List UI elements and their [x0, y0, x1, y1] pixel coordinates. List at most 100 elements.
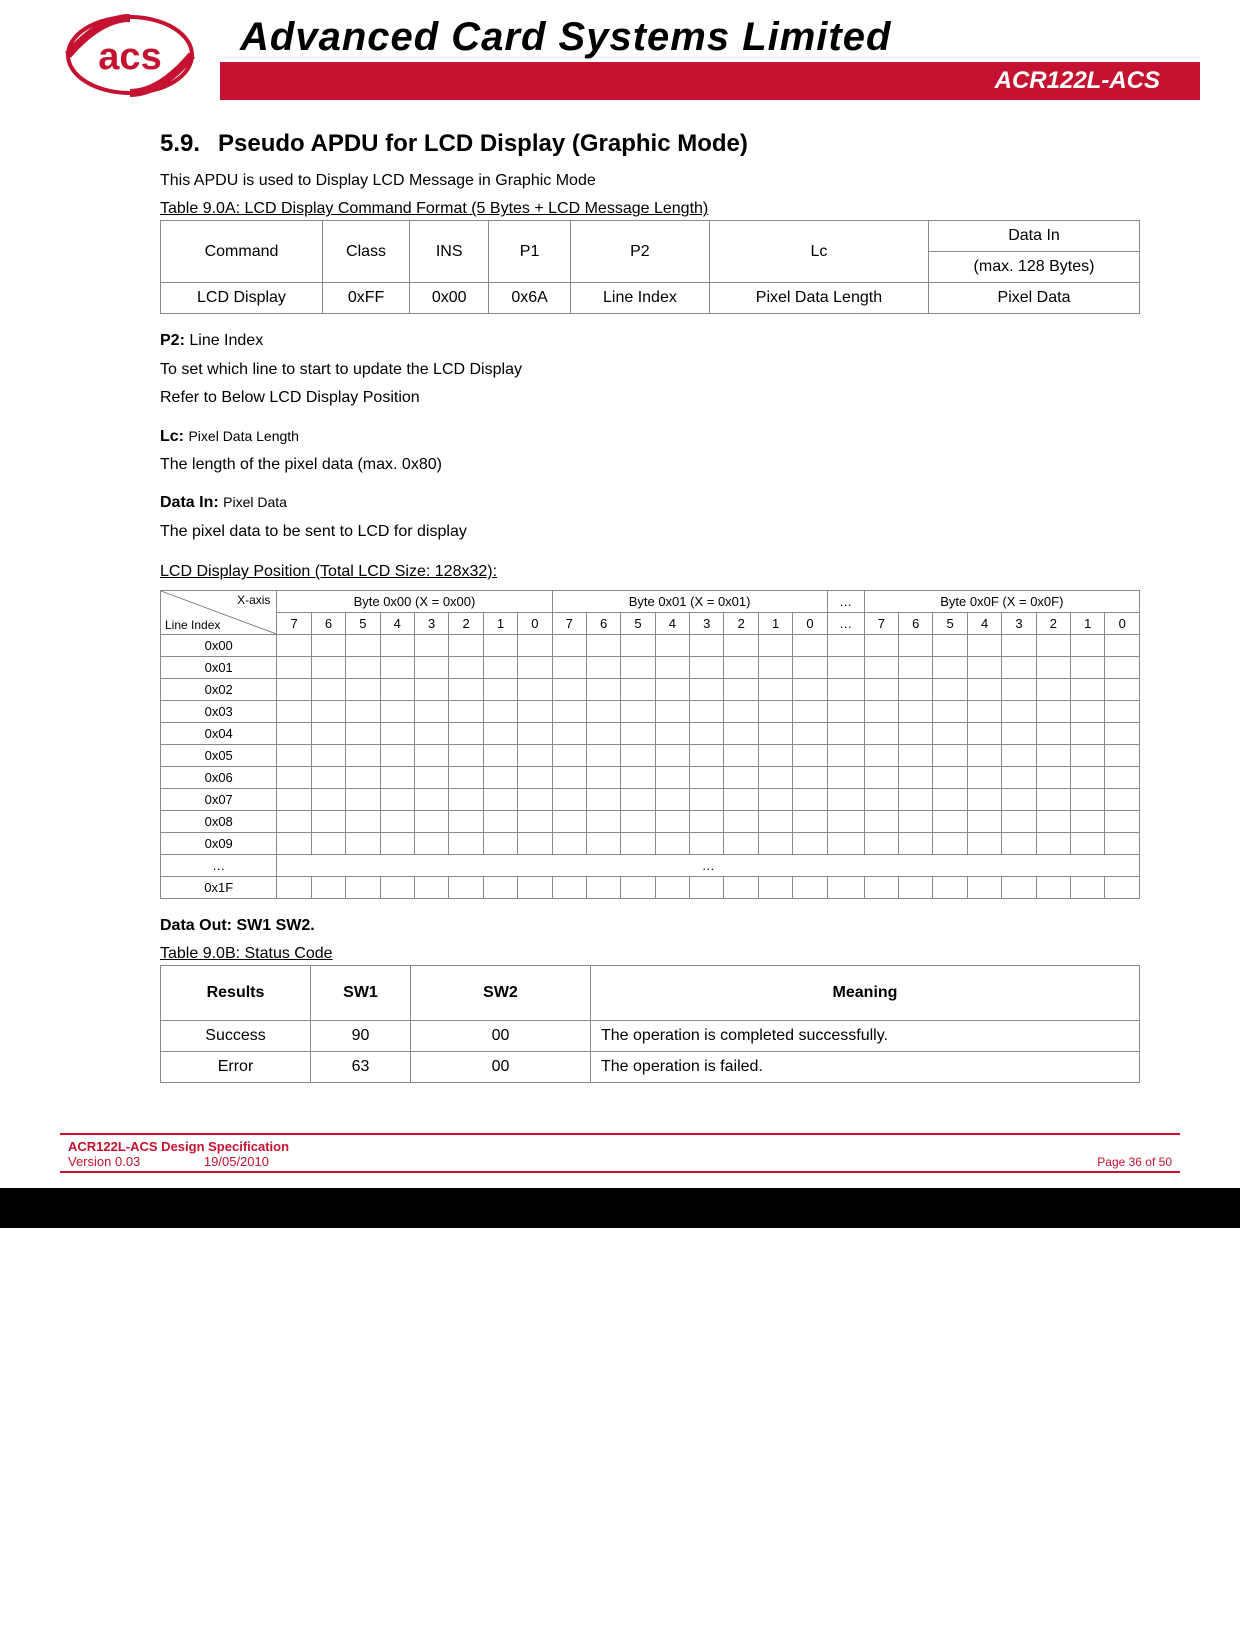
grid-cell — [518, 766, 552, 788]
grid-cell — [724, 766, 758, 788]
grid-cell — [724, 678, 758, 700]
grid-cell — [311, 810, 345, 832]
grid-cell — [311, 744, 345, 766]
grid-cell — [449, 788, 483, 810]
row-label-cell: 0x08 — [161, 810, 277, 832]
byte-header: Byte 0x01 (X = 0x01) — [552, 590, 827, 612]
grid-cell — [449, 876, 483, 898]
grid-cell — [380, 766, 414, 788]
grid-cell — [449, 634, 483, 656]
grid-cell — [690, 634, 724, 656]
table-row: Error6300The operation is failed. — [161, 1051, 1140, 1082]
grid-cell — [1071, 656, 1105, 678]
grid-cell — [483, 788, 517, 810]
grid-cell — [655, 722, 689, 744]
grid-cell — [827, 788, 864, 810]
grid-cell — [1036, 656, 1070, 678]
grid-cell — [483, 766, 517, 788]
cell: The operation is completed successfully. — [591, 1020, 1140, 1051]
grid-cell — [899, 876, 933, 898]
grid-cell — [1036, 722, 1070, 744]
table3-caption: Table 9.0B: Status Code — [160, 945, 1140, 963]
grid-cell — [899, 634, 933, 656]
product-bar: ACR122L-ACS — [220, 62, 1200, 100]
table-row: 0x01 — [161, 656, 1140, 678]
col-meaning: Meaning — [591, 965, 1140, 1020]
row-label-cell: 0x09 — [161, 832, 277, 854]
grid-cell — [793, 766, 827, 788]
grid-cell — [621, 788, 655, 810]
grid-cell — [1105, 788, 1140, 810]
grid-cell — [483, 700, 517, 722]
grid-cell — [449, 656, 483, 678]
grid-cell — [793, 832, 827, 854]
grid-cell — [621, 744, 655, 766]
grid-cell — [933, 634, 967, 656]
logo-wrap: acs — [40, 10, 220, 100]
grid-cell — [552, 810, 586, 832]
grid-cell — [758, 766, 792, 788]
grid-cell — [311, 766, 345, 788]
grid-cell — [967, 766, 1001, 788]
grid-cell — [864, 744, 898, 766]
xaxis-label: X-axis — [237, 593, 270, 607]
table-row: 0x1F — [161, 876, 1140, 898]
row-label-cell: … — [161, 854, 277, 876]
grid-cell — [552, 788, 586, 810]
grid-cell — [518, 832, 552, 854]
grid-cell — [1036, 832, 1070, 854]
grid-cell — [346, 722, 380, 744]
grid-cell — [346, 788, 380, 810]
grid-cell — [414, 788, 448, 810]
grid-cell — [1036, 766, 1070, 788]
grid-cell — [277, 744, 311, 766]
bit-header-cell: 0 — [1105, 612, 1140, 634]
grid-cell — [518, 744, 552, 766]
grid-cell — [1105, 766, 1140, 788]
grid-cell — [758, 678, 792, 700]
grid-cell — [586, 876, 620, 898]
grid-cell — [933, 876, 967, 898]
grid-cell — [933, 656, 967, 678]
cell: 63 — [311, 1051, 411, 1082]
grid-cell — [380, 656, 414, 678]
grid-cell — [793, 722, 827, 744]
grid-cell — [586, 634, 620, 656]
grid-cell — [621, 634, 655, 656]
row-label-cell: 0x1F — [161, 876, 277, 898]
cell: Success — [161, 1020, 311, 1051]
cell: LCD Display — [161, 283, 323, 314]
table-row: 0x08 — [161, 810, 1140, 832]
lc-label: Lc: — [160, 428, 184, 445]
grid-cell — [552, 744, 586, 766]
grid-cell — [277, 700, 311, 722]
bit-header-cell: 7 — [864, 612, 898, 634]
grid-cell — [346, 678, 380, 700]
grid-cell — [899, 700, 933, 722]
grid-cell — [967, 656, 1001, 678]
status-code-table: Results SW1 SW2 Meaning Success9000The o… — [160, 965, 1140, 1083]
byte-header-dots: … — [827, 590, 864, 612]
bit-header-cell: 2 — [1036, 612, 1070, 634]
grid-cell — [483, 634, 517, 656]
bit-header-cell: 7 — [277, 612, 311, 634]
cell: Pixel Data — [929, 283, 1140, 314]
bit-header-cell: 2 — [724, 612, 758, 634]
grid-cell — [311, 722, 345, 744]
row-label-cell: 0x03 — [161, 700, 277, 722]
footer-version: Version 0.03 — [68, 1154, 140, 1169]
p2-desc1: To set which line to start to update the… — [160, 359, 1140, 381]
grid-cell — [621, 810, 655, 832]
grid-cell — [586, 744, 620, 766]
grid-cell — [311, 656, 345, 678]
cell: Line Index — [570, 283, 709, 314]
grid-cell — [655, 810, 689, 832]
grid-cell — [864, 788, 898, 810]
grid-cell — [1002, 766, 1036, 788]
col-datain-sub: (max. 128 Bytes) — [929, 252, 1140, 283]
cell: 00 — [411, 1020, 591, 1051]
bit-header-cell: 4 — [380, 612, 414, 634]
grid-cell — [1036, 876, 1070, 898]
grid-cell — [621, 656, 655, 678]
acs-logo-icon: acs — [60, 13, 200, 98]
